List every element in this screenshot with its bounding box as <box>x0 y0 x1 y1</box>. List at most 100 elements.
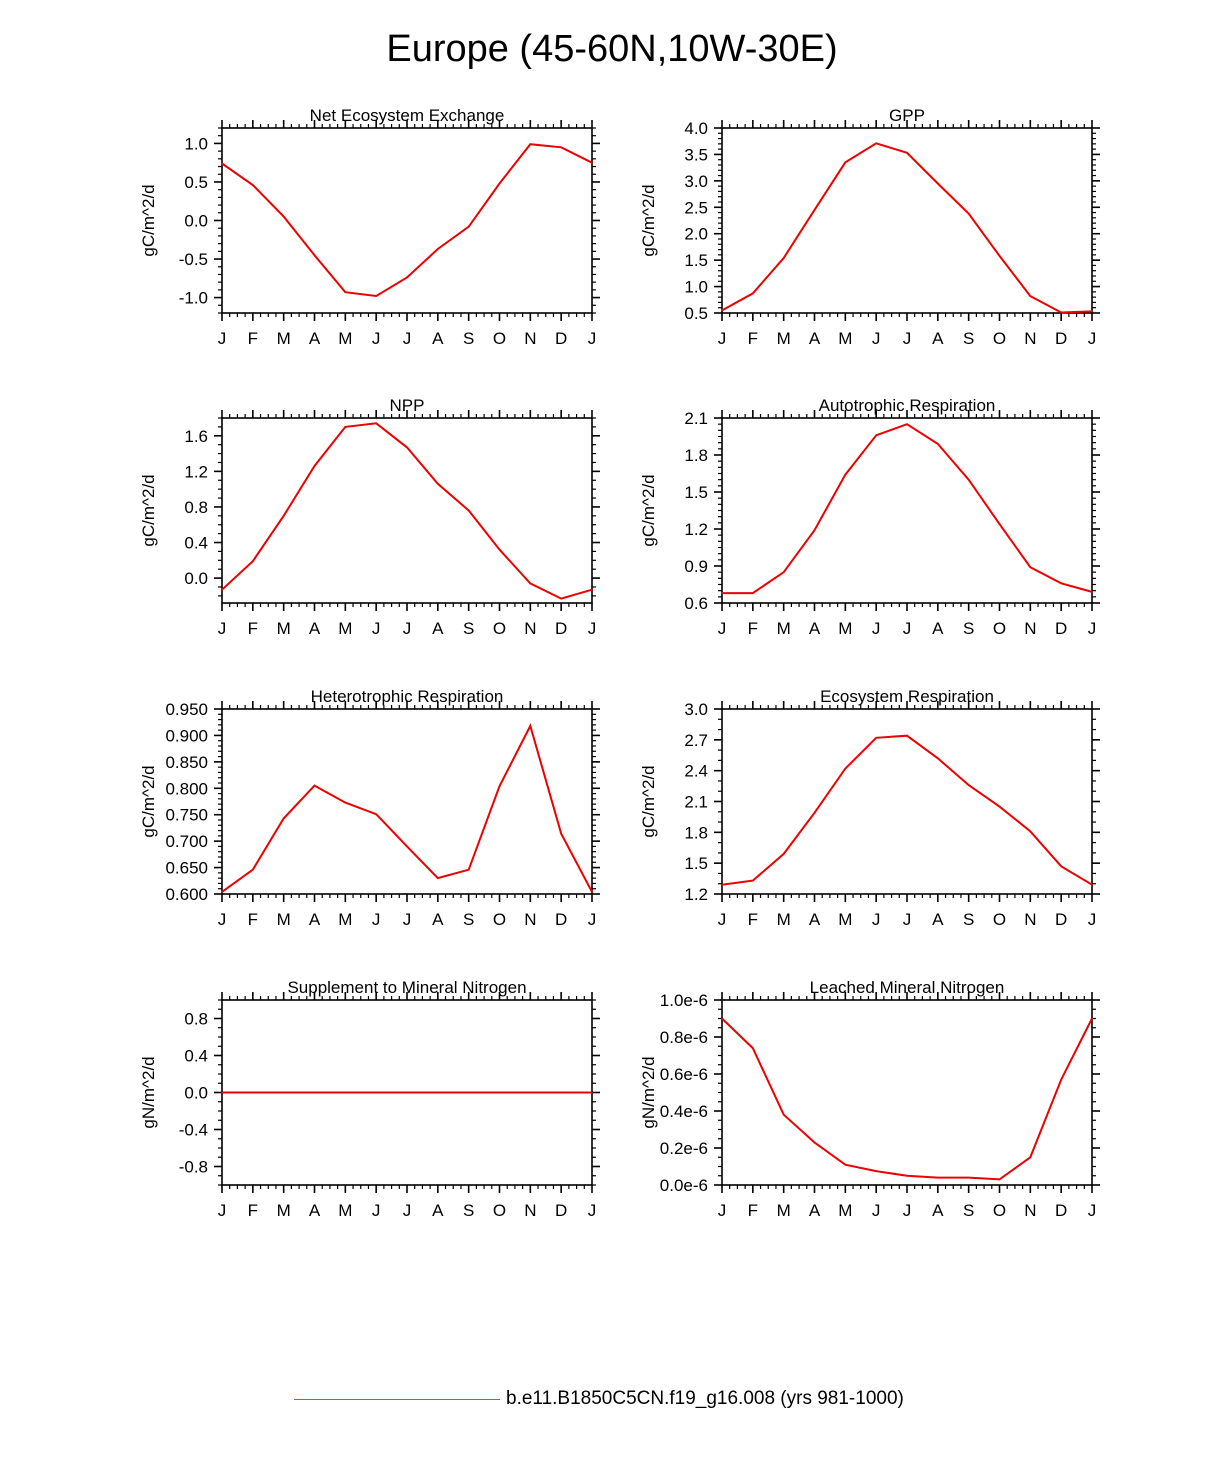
x-tick-label: F <box>248 1201 258 1220</box>
data-point <box>313 1091 316 1094</box>
chart-title: Leached Mineral Nitrogen <box>810 978 1005 997</box>
x-tick-label: O <box>493 1201 506 1220</box>
data-point <box>721 592 723 594</box>
data-point <box>406 845 408 848</box>
y-tick-label: 1.0 <box>184 134 208 153</box>
x-tick-label: F <box>748 329 758 348</box>
data-point <box>406 446 408 449</box>
x-tick-label: O <box>993 619 1006 638</box>
x-tick-label: J <box>588 1201 597 1220</box>
plot-frame <box>721 127 1093 314</box>
data-point <box>813 812 816 814</box>
y-tick-label: 1.8 <box>684 446 708 465</box>
data-point <box>1091 310 1093 313</box>
data-point <box>529 1091 532 1094</box>
x-tick-label: J <box>718 910 727 929</box>
x-tick-label: O <box>493 329 506 348</box>
data-point <box>782 853 785 855</box>
data-point <box>1091 591 1093 593</box>
x-tick-label: N <box>524 1201 536 1220</box>
data-point <box>437 483 439 485</box>
x-tick-label: O <box>993 1201 1006 1220</box>
data-point <box>782 1113 785 1116</box>
plot-frame <box>221 708 593 895</box>
y-tick-label: 0.0 <box>184 569 208 588</box>
data-point <box>282 1091 285 1094</box>
data-point <box>1060 865 1062 868</box>
x-tick-label: S <box>963 619 974 638</box>
chart-title: GPP <box>889 106 925 125</box>
data-point <box>560 832 562 835</box>
data-point <box>591 161 593 164</box>
x-tick-label: A <box>309 329 321 348</box>
y-tick-label: 1.0 <box>684 278 708 297</box>
y-tick-label: -0.4 <box>179 1121 208 1140</box>
x-tick-label: M <box>338 329 352 348</box>
y-tick-label: 2.0 <box>684 225 708 244</box>
y-tick-label: 0.850 <box>165 753 208 772</box>
data-point <box>844 161 847 164</box>
x-tick-label: A <box>309 910 321 929</box>
y-tick-label: 3.0 <box>684 700 708 719</box>
y-tick-label: 0.9 <box>684 557 708 576</box>
chart-title: Ecosystem Respiration <box>820 687 994 706</box>
x-tick-label: M <box>838 329 852 348</box>
x-tick-label: J <box>372 329 381 348</box>
y-axis-label: gN/m^2/d <box>639 1056 658 1128</box>
data-point <box>591 1091 593 1094</box>
x-tick-label: F <box>248 619 258 638</box>
data-point <box>560 146 562 149</box>
x-tick-label: N <box>1024 329 1036 348</box>
legend: b.e11.B1850C5CN.f19_g16.008 (yrs 981-100… <box>294 1388 904 1410</box>
x-tick-label: A <box>932 1201 944 1220</box>
x-tick-label: F <box>748 1201 758 1220</box>
data-point <box>998 255 1001 257</box>
y-tick-label: -1.0 <box>179 289 208 308</box>
y-tick-label: 0.8 <box>184 1010 208 1029</box>
data-point <box>437 248 439 250</box>
x-tick-label: J <box>372 619 381 638</box>
data-point <box>752 592 754 594</box>
chart-title: Heterotrophic Respiration <box>311 687 504 706</box>
x-tick-label: J <box>218 1201 227 1220</box>
y-axis-label: gC/m^2/d <box>639 474 658 546</box>
data-point <box>721 883 723 886</box>
x-tick-label: J <box>218 619 227 638</box>
y-tick-label: 0.700 <box>165 832 208 851</box>
data-point <box>498 1091 501 1094</box>
data-point <box>437 877 439 879</box>
x-tick-label: J <box>872 329 881 348</box>
x-tick-label: J <box>588 329 597 348</box>
x-tick-label: J <box>872 910 881 929</box>
x-tick-label: A <box>309 619 321 638</box>
data-point <box>406 276 408 279</box>
data-point <box>752 292 754 295</box>
y-tick-label: 0.800 <box>165 779 208 798</box>
y-tick-label: 3.5 <box>684 145 708 164</box>
x-tick-label: M <box>277 910 291 929</box>
series-line <box>722 423 1093 595</box>
x-tick-label: M <box>838 1201 852 1220</box>
data-point <box>344 426 347 428</box>
x-tick-label: F <box>248 910 258 929</box>
x-tick-label: S <box>463 1201 474 1220</box>
y-tick-label: 0.4 <box>184 1047 208 1066</box>
plot-frame <box>221 127 593 314</box>
y-tick-label: 0.750 <box>165 806 208 825</box>
x-tick-label: J <box>403 329 412 348</box>
y-tick-label: 0.6e-6 <box>660 1065 708 1084</box>
data-point <box>437 1091 439 1094</box>
data-point <box>375 295 377 297</box>
data-point <box>875 142 877 145</box>
x-tick-label: N <box>1024 910 1036 929</box>
data-point <box>1091 1017 1093 1020</box>
x-tick-label: J <box>1088 329 1097 348</box>
x-tick-label: J <box>372 910 381 929</box>
data-point <box>498 182 501 185</box>
data-point <box>1091 883 1093 886</box>
plot-frame <box>721 999 1093 1186</box>
data-point <box>252 184 254 186</box>
x-tick-label: A <box>432 329 444 348</box>
